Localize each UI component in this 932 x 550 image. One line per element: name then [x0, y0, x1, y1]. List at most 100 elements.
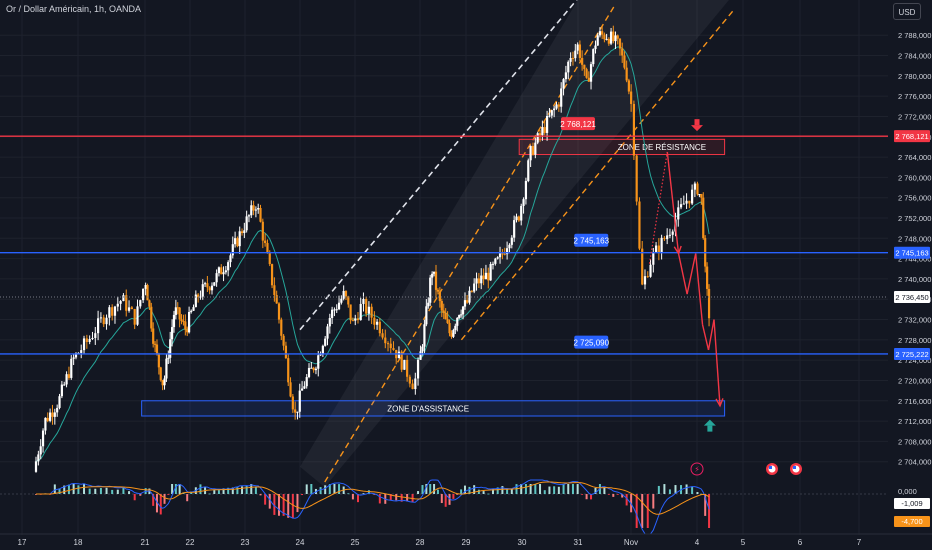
- candle-body: [444, 312, 447, 320]
- candle-body: [150, 306, 153, 329]
- macd-histogram-bar: [425, 484, 428, 494]
- candle-body: [682, 203, 685, 205]
- macd-histogram-bar: [213, 490, 216, 494]
- y-tick-label: 2 760,000: [898, 173, 931, 182]
- candle-body: [555, 104, 558, 109]
- candle-body: [252, 205, 255, 211]
- macd-histogram-bar: [468, 486, 471, 494]
- candle-body: [632, 103, 636, 156]
- macd-histogram-bar: [581, 494, 584, 495]
- candle-body: [609, 31, 613, 44]
- candle-body: [305, 377, 308, 387]
- macd-histogram-bar: [128, 491, 131, 494]
- candle-body: [344, 291, 348, 297]
- candle-body: [605, 38, 608, 40]
- price-callout-box: [574, 335, 609, 349]
- x-tick-label: 29: [462, 538, 471, 547]
- macd-histogram-bar: [520, 484, 523, 494]
- candle-body: [373, 317, 376, 325]
- macd-histogram-bar: [463, 485, 466, 494]
- macd-histogram-bar: [259, 494, 262, 496]
- candle-body: [307, 367, 311, 378]
- candle-body: [475, 278, 478, 284]
- candle-body: [454, 325, 457, 331]
- candle-body: [616, 35, 619, 39]
- macd-histogram-bar: [241, 486, 244, 494]
- candle-body: [188, 311, 191, 333]
- candle-body: [436, 289, 440, 292]
- candle-body: [384, 337, 387, 344]
- candle-body: [557, 104, 560, 107]
- macd-histogram-bar: [612, 494, 615, 497]
- forecast-segment: [686, 253, 697, 295]
- lightning-icon: [690, 462, 704, 476]
- candle-body: [74, 353, 78, 358]
- macd-histogram-bar: [625, 494, 628, 506]
- x-tick-label: 5: [741, 538, 746, 547]
- candle-body: [638, 201, 641, 249]
- candle-body: [163, 378, 166, 386]
- macd-histogram-bar: [529, 484, 532, 494]
- candle-body: [359, 303, 362, 321]
- candle-body: [176, 307, 179, 309]
- macd-histogram-bar: [635, 494, 638, 528]
- candle-body: [142, 288, 145, 301]
- macd-histogram-bar: [105, 487, 108, 494]
- candle-body: [677, 207, 680, 220]
- y-tick-label: 2 756,000: [898, 194, 931, 203]
- candle-body: [473, 283, 476, 292]
- candle-body: [427, 302, 430, 307]
- macd-histogram-bar: [319, 487, 322, 494]
- candle-body: [685, 200, 688, 204]
- y-tick-label: 2 732,000: [898, 316, 931, 325]
- candle-body: [564, 72, 568, 80]
- macd-histogram-bar: [324, 485, 327, 494]
- macd-signal-label: -4,700: [901, 517, 922, 526]
- x-tick-label: 4: [695, 538, 700, 547]
- candle-body: [434, 271, 438, 290]
- candle-body: [468, 290, 471, 303]
- event-icons: ⚡: [690, 462, 802, 476]
- buy-arrow-icon: [707, 425, 713, 432]
- candle-body: [707, 288, 711, 319]
- candle-body: [411, 383, 414, 390]
- macd-histogram-bar: [373, 494, 376, 495]
- macd-histogram-bar: [421, 485, 424, 494]
- candle-body: [119, 301, 122, 304]
- macd-histogram-bar: [227, 487, 230, 494]
- macd-histogram-bar: [282, 494, 285, 516]
- candle-body: [300, 388, 304, 391]
- macd-histogram-bar: [351, 494, 354, 500]
- forecast-arrowhead: [673, 245, 682, 256]
- candle-body: [197, 294, 200, 298]
- candle-body: [663, 237, 666, 240]
- candle-body: [280, 319, 283, 336]
- candle-body: [206, 283, 209, 288]
- candle-body: [321, 345, 324, 355]
- macd-histogram-bar: [417, 491, 420, 494]
- candle-body: [494, 258, 497, 264]
- macd-histogram-bar: [646, 494, 649, 528]
- y-tick-label: 2 712,000: [898, 417, 931, 426]
- macd-histogram-bar: [356, 494, 359, 503]
- candle-body: [82, 338, 86, 351]
- chart-grid: [0, 0, 888, 535]
- candle-body: [170, 327, 174, 340]
- macd-histogram-bar: [473, 485, 476, 494]
- macd-histogram-bar: [63, 485, 66, 494]
- macd-signal-tag: [894, 516, 930, 527]
- candle-body: [264, 240, 267, 244]
- candle-body: [44, 417, 47, 431]
- macd-histogram-bar: [691, 486, 694, 494]
- candle-body: [53, 412, 56, 417]
- candle-body: [152, 328, 155, 344]
- candle-body: [543, 127, 546, 133]
- x-tick-label: 30: [518, 538, 527, 547]
- currency-button[interactable]: USD: [893, 3, 921, 20]
- macd-histogram-bar: [167, 494, 170, 495]
- candle-body: [562, 79, 565, 89]
- forecast-segment: [713, 319, 721, 406]
- price-axis-bg: [888, 0, 932, 550]
- candle-body: [498, 253, 502, 258]
